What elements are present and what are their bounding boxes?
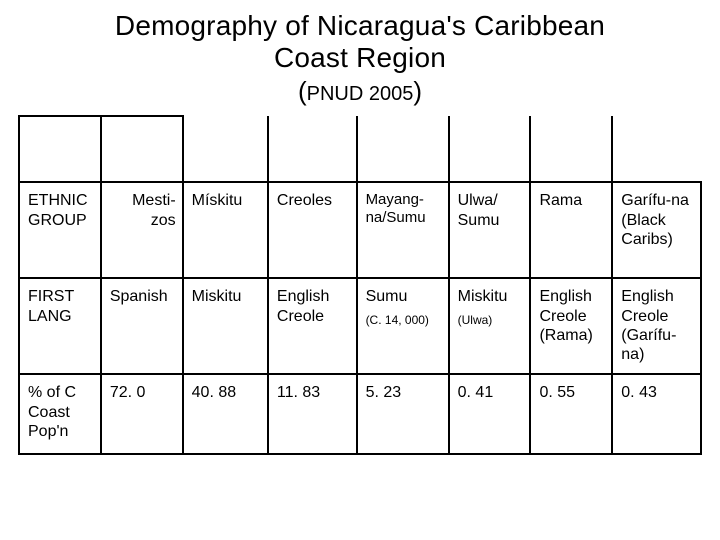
table-cell: Mískitu bbox=[183, 182, 268, 278]
cell-subnote: (C. 14, 000) bbox=[366, 313, 442, 327]
table-cell: Ulwa/ Sumu bbox=[449, 182, 531, 278]
percent-row: % of C Coast Pop'n 72. 0 40. 88 11. 83 5… bbox=[19, 374, 701, 454]
header-empty-cell bbox=[530, 116, 612, 182]
title-line-1: Demography of Nicaragua's Caribbean bbox=[115, 10, 605, 41]
ethnic-group-row: ETHNIC GROUP Mesti-zos Mískitu Creoles M… bbox=[19, 182, 701, 278]
table-cell: Spanish bbox=[101, 278, 183, 374]
table-cell: 40. 88 bbox=[183, 374, 268, 454]
row-label: ETHNIC GROUP bbox=[19, 182, 101, 278]
first-lang-row: FIRST LANG Spanish Miskitu English Creol… bbox=[19, 278, 701, 374]
table-cell: Garífu-na (Black Caribs) bbox=[612, 182, 701, 278]
table-cell: 0. 55 bbox=[530, 374, 612, 454]
title-line-2: Coast Region bbox=[274, 42, 446, 73]
source-label: PNUD 2005 bbox=[307, 83, 414, 105]
header-empty-cell bbox=[268, 116, 357, 182]
table-cell: English Creole (Rama) bbox=[530, 278, 612, 374]
row-label: FIRST LANG bbox=[19, 278, 101, 374]
table-cell: 72. 0 bbox=[101, 374, 183, 454]
table-cell: Miskitu (Ulwa) bbox=[449, 278, 531, 374]
cell-main: Sumu bbox=[366, 288, 408, 305]
table-cell: Mayang-na/Sumu bbox=[357, 182, 449, 278]
paren-close: ) bbox=[413, 76, 422, 106]
table-header-row bbox=[19, 116, 701, 182]
table-cell: 11. 83 bbox=[268, 374, 357, 454]
table-cell: Sumu (C. 14, 000) bbox=[357, 278, 449, 374]
header-blank-cell bbox=[101, 116, 183, 182]
table-cell: Mesti-zos bbox=[101, 182, 183, 278]
page-subtitle: (PNUD 2005) bbox=[18, 76, 702, 107]
page-title: Demography of Nicaragua's Caribbean Coas… bbox=[18, 10, 702, 74]
cell-subnote: (Ulwa) bbox=[458, 313, 524, 327]
paren-open: ( bbox=[298, 76, 307, 106]
cell-main: Miskitu bbox=[458, 288, 508, 305]
header-empty-cell bbox=[449, 116, 531, 182]
table-cell: Rama bbox=[530, 182, 612, 278]
header-empty-cell bbox=[183, 116, 268, 182]
header-empty-cell bbox=[357, 116, 449, 182]
table-cell: 0. 43 bbox=[612, 374, 701, 454]
header-blank-cell bbox=[19, 116, 101, 182]
table-cell: English Creole (Garífu-na) bbox=[612, 278, 701, 374]
table-cell: English Creole bbox=[268, 278, 357, 374]
row-label: % of C Coast Pop'n bbox=[19, 374, 101, 454]
table-cell: Miskitu bbox=[183, 278, 268, 374]
demography-table: ETHNIC GROUP Mesti-zos Mískitu Creoles M… bbox=[18, 115, 702, 455]
header-empty-cell bbox=[612, 116, 701, 182]
table-cell: 0. 41 bbox=[449, 374, 531, 454]
table-cell: 5. 23 bbox=[357, 374, 449, 454]
table-cell: Creoles bbox=[268, 182, 357, 278]
